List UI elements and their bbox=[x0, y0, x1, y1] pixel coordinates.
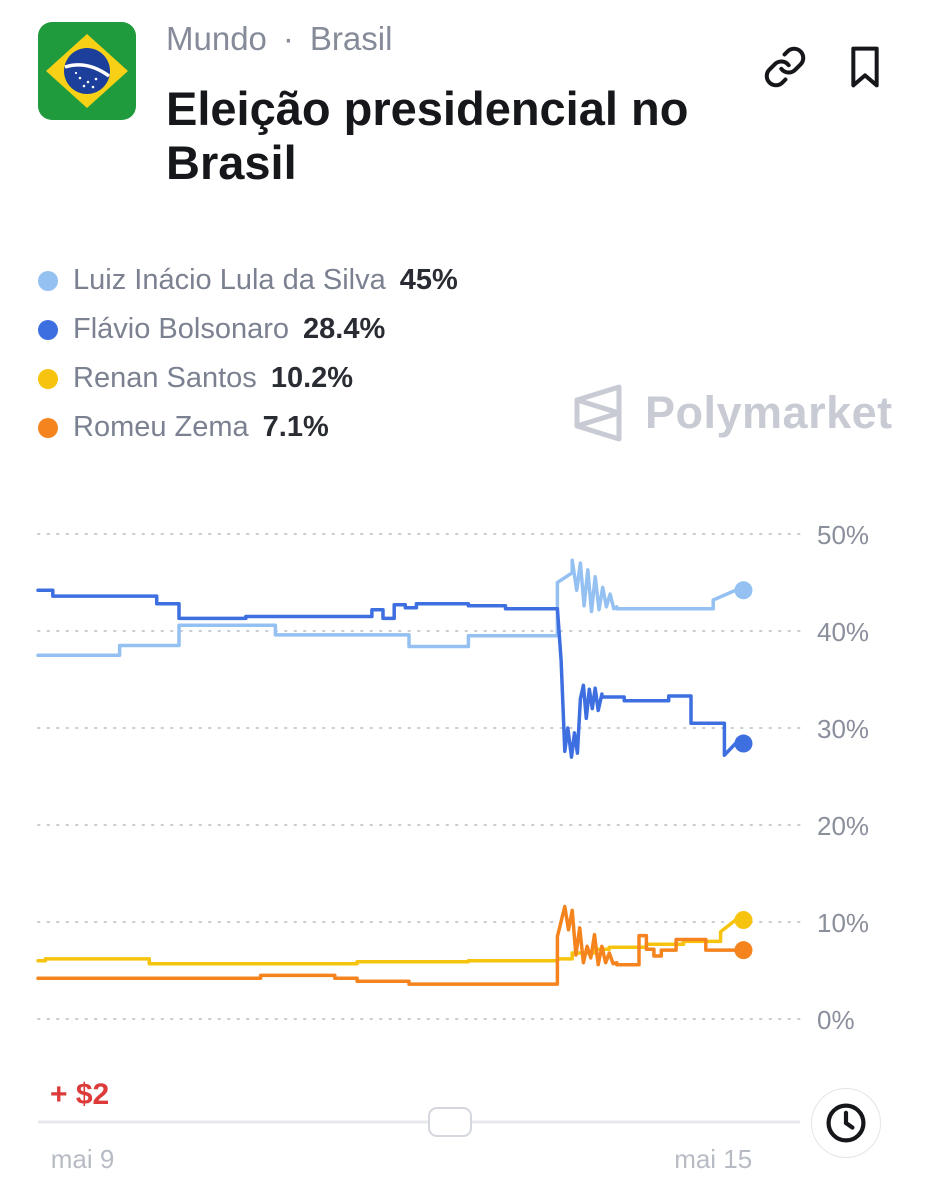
y-tick-label: 0% bbox=[817, 1005, 855, 1035]
copy-link-button[interactable] bbox=[758, 40, 812, 94]
series-line bbox=[36, 558, 738, 658]
legend-item: Romeu Zema 7.1% bbox=[38, 403, 458, 452]
legend-item: Flávio Bolsonaro 28.4% bbox=[38, 305, 458, 354]
series-endpoint bbox=[734, 581, 753, 600]
legend-value: 45% bbox=[399, 264, 458, 296]
link-icon bbox=[764, 46, 806, 88]
legend-dot bbox=[38, 319, 58, 340]
page-title: Eleição presidencial no Brasil bbox=[166, 82, 689, 189]
breadcrumb-separator: · bbox=[282, 20, 294, 57]
breadcrumb: Mundo · Brasil bbox=[166, 20, 392, 58]
x-tick-label: mai 15 bbox=[674, 1144, 752, 1174]
series-endpoint bbox=[734, 941, 753, 960]
y-tick-label: 20% bbox=[817, 811, 869, 841]
chart-legend: Luiz Inácio Lula da Silva 45% Flávio Bol… bbox=[38, 256, 458, 452]
series-endpoint bbox=[734, 734, 753, 753]
breadcrumb-category[interactable]: Mundo bbox=[166, 20, 267, 57]
legend-value: 7.1% bbox=[262, 411, 329, 443]
legend-item: Luiz Inácio Lula da Silva 45% bbox=[38, 256, 458, 305]
history-button[interactable] bbox=[811, 1088, 881, 1158]
y-tick-label: 50% bbox=[817, 520, 869, 550]
clock-icon bbox=[826, 1103, 866, 1143]
y-tick-label: 40% bbox=[817, 617, 869, 647]
series-line bbox=[36, 904, 738, 986]
legend-name: Romeu Zema bbox=[73, 411, 249, 443]
series-line bbox=[36, 588, 738, 759]
x-tick-label: mai 9 bbox=[51, 1144, 115, 1174]
watermark: Polymarket bbox=[573, 384, 893, 442]
legend-dot bbox=[38, 270, 58, 291]
time-scrubber-handle[interactable] bbox=[428, 1107, 472, 1137]
polymarket-logo-icon bbox=[574, 384, 622, 442]
legend-dot bbox=[38, 417, 58, 438]
y-tick-label: 30% bbox=[817, 714, 869, 744]
series-endpoint bbox=[734, 911, 753, 930]
price-history-chart[interactable]: 0% 10% 20% 30% 40% 50% mai 9 mai 15 bbox=[0, 500, 930, 1190]
legend-value: 10.2% bbox=[270, 362, 354, 394]
legend-name: Renan Santos bbox=[73, 362, 257, 394]
watermark-text: Polymarket bbox=[645, 387, 893, 438]
series-line bbox=[36, 918, 738, 966]
profit-label: + $2 bbox=[50, 1078, 110, 1111]
y-tick-label: 10% bbox=[817, 908, 869, 938]
legend-name: Flávio Bolsonaro bbox=[73, 313, 289, 345]
legend-name: Luiz Inácio Lula da Silva bbox=[73, 264, 386, 296]
bookmark-icon bbox=[851, 46, 879, 88]
breadcrumb-subcategory[interactable]: Brasil bbox=[309, 20, 393, 57]
legend-dot bbox=[38, 368, 58, 389]
brazil-flag-icon bbox=[38, 22, 136, 120]
bookmark-button[interactable] bbox=[838, 40, 892, 94]
legend-item: Renan Santos 10.2% bbox=[38, 354, 458, 403]
legend-value: 28.4% bbox=[303, 313, 386, 345]
